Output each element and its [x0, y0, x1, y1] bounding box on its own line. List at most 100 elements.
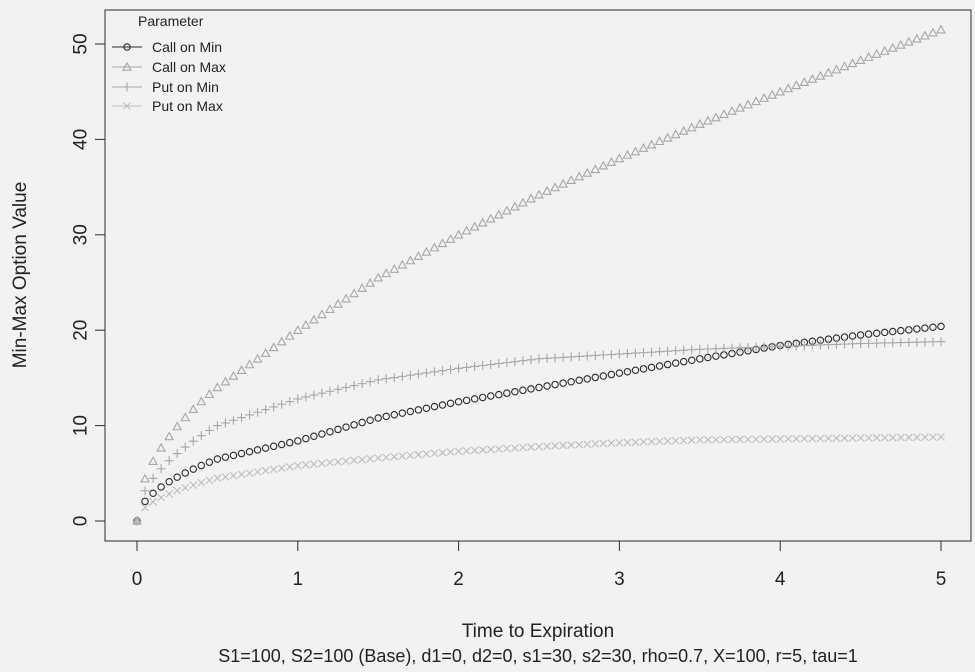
x-axis-label: Time to Expiration — [462, 621, 614, 642]
data-point — [446, 448, 455, 456]
data-point — [140, 486, 150, 496]
data-point — [196, 396, 207, 406]
data-point — [590, 164, 601, 174]
data-point — [172, 449, 182, 459]
data-point — [840, 434, 849, 443]
data-point — [300, 319, 311, 329]
data-point — [253, 446, 262, 454]
data-point — [663, 437, 672, 445]
data-point — [574, 351, 584, 361]
data-point — [639, 365, 648, 373]
data-point — [293, 394, 303, 404]
data-point — [413, 369, 423, 379]
data-point — [180, 412, 191, 422]
data-point — [518, 356, 528, 366]
data-point — [800, 434, 809, 443]
data-point — [551, 441, 559, 450]
data-point — [148, 473, 158, 483]
data-point — [574, 171, 585, 181]
y-tick-label: 40 — [71, 129, 92, 150]
data-point — [566, 175, 577, 184]
data-point — [382, 412, 390, 421]
data-point — [896, 433, 905, 442]
data-point — [799, 77, 810, 87]
data-point — [430, 402, 439, 411]
data-point — [889, 327, 897, 336]
data-point — [911, 33, 922, 43]
y-tick-label: 30 — [71, 224, 92, 245]
data-point — [702, 115, 713, 125]
data-point — [583, 440, 592, 449]
data-point — [783, 83, 794, 93]
data-point — [277, 440, 286, 449]
x-tick-label: 1 — [293, 569, 304, 590]
data-point — [316, 309, 327, 319]
data-point — [582, 351, 592, 361]
data-point — [903, 36, 914, 46]
data-point — [759, 342, 769, 352]
data-point — [728, 435, 736, 444]
data-point — [268, 342, 279, 352]
data-point — [607, 439, 616, 448]
data-point — [776, 435, 785, 443]
data-point — [647, 347, 657, 357]
data-point — [310, 432, 318, 441]
data-point — [744, 435, 752, 444]
data-point — [646, 139, 657, 149]
data-point — [478, 446, 487, 454]
data-point — [848, 339, 858, 349]
data-point — [374, 414, 382, 422]
data-point — [197, 461, 206, 470]
data-point — [534, 354, 544, 364]
data-point — [156, 442, 167, 452]
data-point — [438, 401, 447, 409]
data-point — [269, 402, 279, 412]
data-point — [141, 503, 149, 512]
y-tick-label: 10 — [71, 415, 92, 436]
data-point — [414, 406, 423, 414]
data-point — [543, 442, 551, 451]
data-point — [188, 404, 199, 414]
data-point — [743, 99, 753, 109]
x-tick-label: 2 — [453, 569, 464, 590]
data-point — [840, 339, 850, 349]
data-point — [253, 407, 263, 417]
data-point — [421, 368, 431, 378]
data-point — [767, 89, 778, 99]
data-point — [302, 434, 310, 443]
legend-label: Call on Min — [152, 39, 222, 55]
data-point — [165, 489, 174, 498]
data-point — [446, 365, 456, 375]
data-point — [647, 363, 656, 372]
x-tick-label: 5 — [936, 569, 947, 590]
data-point — [936, 24, 946, 34]
data-point — [261, 466, 270, 475]
data-point — [791, 341, 801, 351]
data-point — [663, 346, 673, 356]
data-point — [228, 415, 238, 425]
data-point — [519, 443, 527, 452]
data-point — [775, 341, 785, 351]
data-point — [286, 438, 294, 447]
data-point — [188, 436, 198, 446]
data-point — [156, 464, 166, 474]
data-point — [799, 341, 809, 351]
data-point — [220, 418, 230, 428]
y-axis-label: Min-Max Option Value — [10, 182, 31, 369]
data-point — [839, 61, 850, 71]
data-point — [791, 80, 802, 90]
data-point — [317, 388, 327, 398]
data-point — [221, 472, 230, 481]
data-point — [543, 382, 551, 390]
data-point — [398, 409, 407, 417]
legend-item: Call on Max — [112, 59, 226, 75]
data-point — [478, 360, 488, 370]
data-point — [671, 436, 680, 445]
data-point — [840, 333, 849, 341]
data-point — [517, 197, 528, 207]
data-point — [929, 323, 937, 331]
data-point — [470, 361, 480, 371]
data-point — [414, 450, 423, 459]
data-point — [502, 358, 512, 368]
